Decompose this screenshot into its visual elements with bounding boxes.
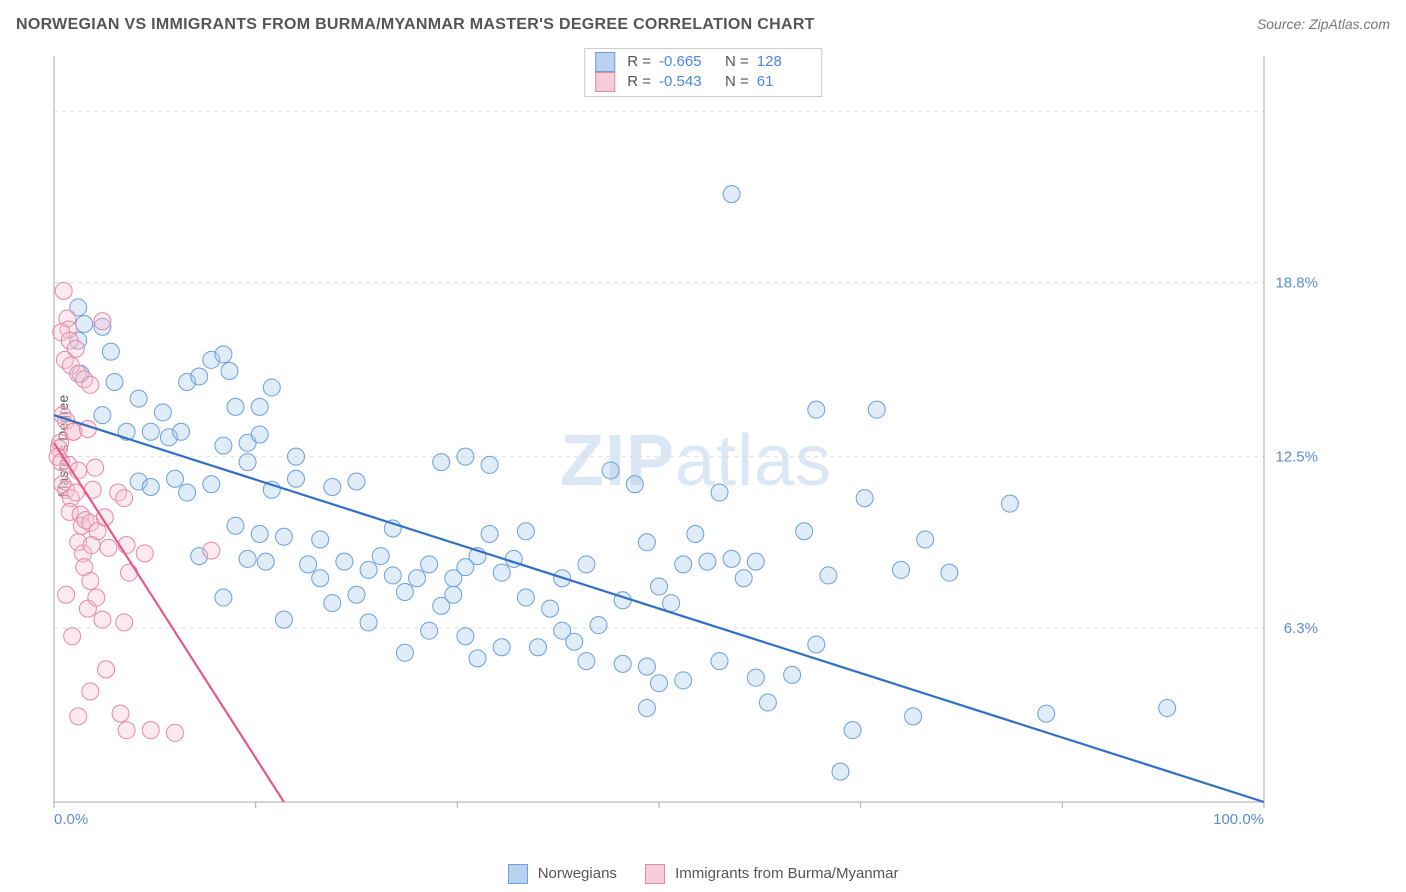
- svg-text:100.0%: 100.0%: [1213, 811, 1264, 828]
- swatch-burma: [595, 72, 615, 92]
- n-label: N =: [725, 52, 749, 72]
- source-name: ZipAtlas.com: [1309, 16, 1390, 32]
- chart-title: NORWEGIAN VS IMMIGRANTS FROM BURMA/MYANM…: [16, 16, 815, 34]
- source-attribution: Source: ZipAtlas.com: [1257, 16, 1390, 32]
- legend-label-norwegians: Norwegians: [538, 865, 617, 882]
- scatter-plot: 6.3% 12.5% 18.8% 0.0% 100.0%: [48, 48, 1328, 838]
- svg-text:12.5%: 12.5%: [1275, 449, 1318, 466]
- r-value-burma: -0.543: [659, 72, 713, 92]
- stats-row-norwegians: R = -0.665 N = 128: [595, 52, 811, 72]
- n-label: N =: [725, 72, 749, 92]
- r-label: R =: [627, 72, 651, 92]
- svg-text:6.3%: 6.3%: [1284, 620, 1318, 637]
- stats-legend-box: R = -0.665 N = 128 R = -0.543 N = 61: [584, 48, 822, 97]
- r-label: R =: [627, 52, 651, 72]
- svg-text:0.0%: 0.0%: [54, 811, 88, 828]
- r-value-norwegians: -0.665: [659, 52, 713, 72]
- source-label: Source:: [1257, 16, 1309, 32]
- swatch-norwegians: [595, 52, 615, 72]
- n-value-burma: 61: [757, 72, 811, 92]
- swatch-norwegians: [508, 864, 528, 884]
- legend-label-burma: Immigrants from Burma/Myanmar: [675, 865, 898, 882]
- legend-item-burma: Immigrants from Burma/Myanmar: [645, 864, 899, 884]
- swatch-burma: [645, 864, 665, 884]
- legend-item-norwegians: Norwegians: [508, 864, 617, 884]
- stats-row-burma: R = -0.543 N = 61: [595, 72, 811, 92]
- svg-text:18.8%: 18.8%: [1275, 275, 1318, 292]
- n-value-norwegians: 128: [757, 52, 811, 72]
- bottom-legend: Norwegians Immigrants from Burma/Myanmar: [0, 864, 1406, 884]
